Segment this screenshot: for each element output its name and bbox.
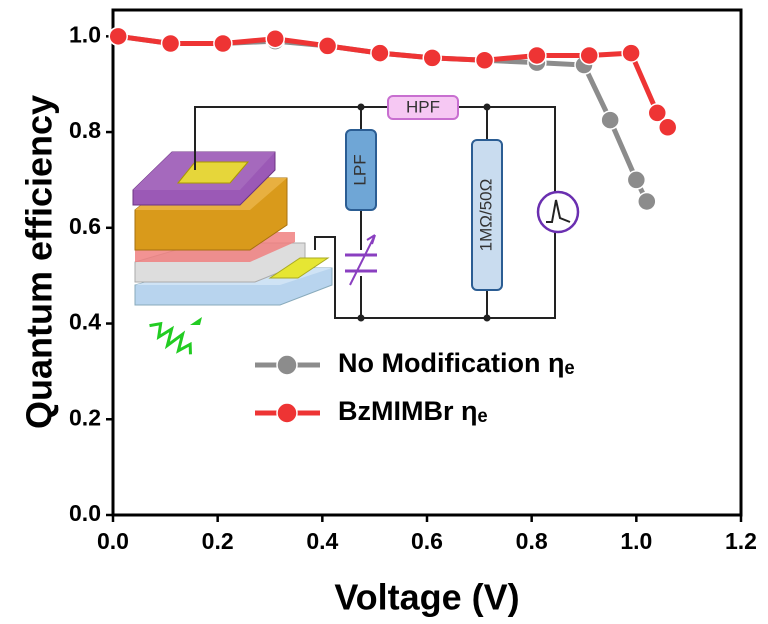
- x-tick-label: 0.4: [306, 528, 338, 554]
- y-tick-label: 0.6: [69, 213, 101, 239]
- y-tick-label: 0.4: [69, 309, 101, 335]
- point: [580, 46, 598, 64]
- inset-diagram: HPF LPF 1MΩ/50Ω: [133, 96, 578, 359]
- legend-label: BzMIMBr ηₑ: [338, 396, 488, 426]
- point: [214, 35, 232, 53]
- point: [266, 30, 284, 48]
- legend-marker: [277, 355, 297, 375]
- y-tick-label: 1.0: [69, 21, 101, 47]
- point: [109, 27, 127, 45]
- point: [528, 46, 546, 64]
- x-axis-title: Voltage (V): [334, 577, 519, 618]
- chart: HPF LPF 1MΩ/50Ω Voltage (V) Quantum effi…: [0, 0, 768, 624]
- inset-label: HPF: [406, 97, 440, 116]
- inset-label: LPF: [350, 154, 369, 185]
- x-tick-label: 0.8: [516, 528, 548, 554]
- point: [622, 44, 640, 62]
- x-tick-label: 0.2: [202, 528, 234, 554]
- point: [601, 111, 619, 129]
- point: [319, 37, 337, 55]
- y-tick-label: 0.2: [69, 404, 101, 430]
- y-tick-label: 0.8: [69, 117, 101, 143]
- legend-label: No Modification ηₑ: [338, 348, 575, 378]
- x-tick-label: 1.2: [725, 528, 757, 554]
- legend-marker: [277, 403, 297, 423]
- y-tick-label: 0.0: [69, 500, 101, 526]
- x-tick-label: 1.0: [620, 528, 652, 554]
- point: [371, 44, 389, 62]
- x-tick-label: 0.0: [97, 528, 129, 554]
- x-tick-label: 0.6: [411, 528, 443, 554]
- point: [638, 192, 656, 210]
- point: [476, 51, 494, 69]
- point: [627, 171, 645, 189]
- y-axis-title: Quantum efficiency: [19, 95, 60, 429]
- point: [162, 35, 180, 53]
- inset-label: 1MΩ/50Ω: [476, 179, 495, 252]
- point: [659, 118, 677, 136]
- point: [423, 49, 441, 67]
